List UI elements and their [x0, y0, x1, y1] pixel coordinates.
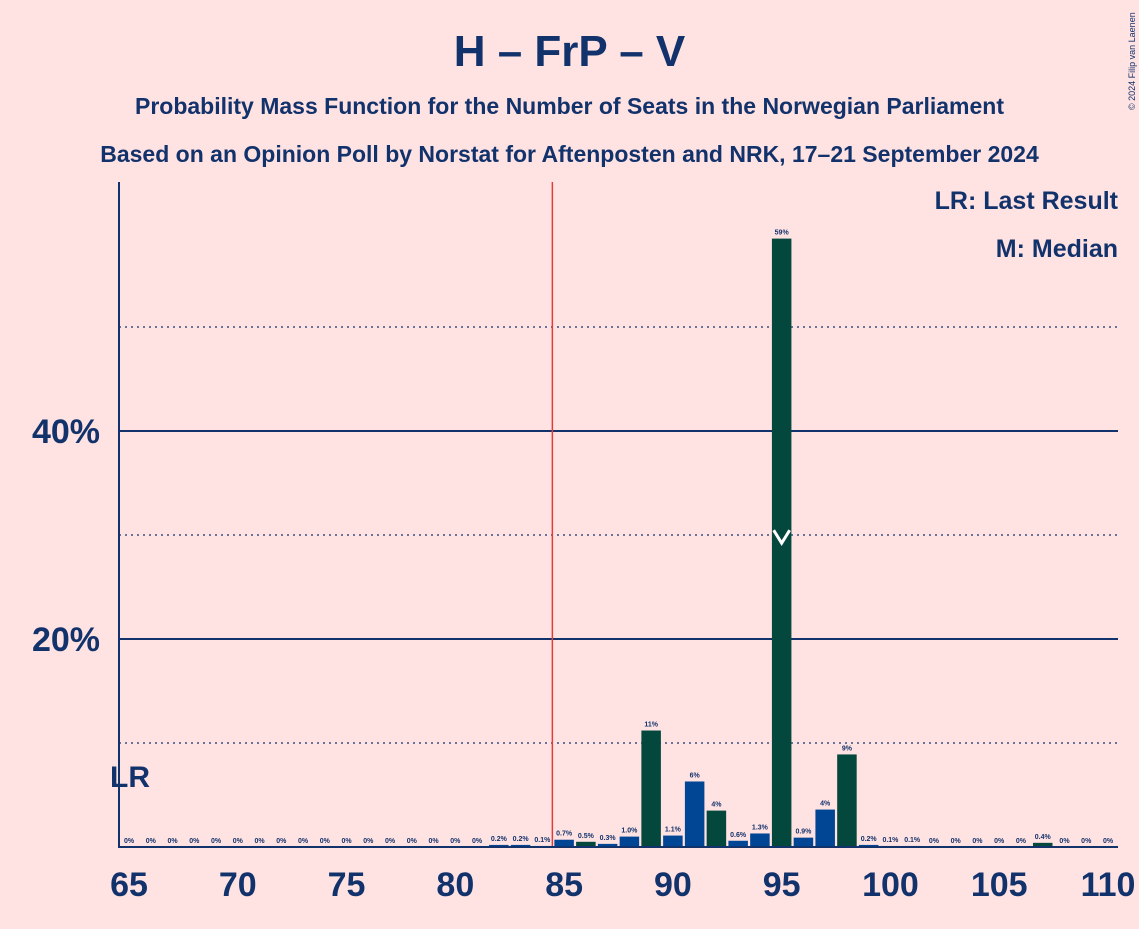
bar-value-label: 0% [276, 838, 287, 845]
bar-seat-82 [489, 844, 509, 847]
bar-value-label: 6% [690, 772, 701, 779]
bar-seat-91 [684, 781, 705, 847]
bar-seat-92 [706, 810, 727, 847]
chart-subtitle-2: Based on an Opinion Poll by Norstat for … [100, 141, 1039, 167]
bar-seat-107 [1032, 842, 1053, 847]
chart-subtitle-1: Probability Mass Function for the Number… [135, 93, 1004, 119]
bar-value-label: 0.1% [904, 837, 921, 844]
bar-seat-88 [619, 836, 640, 847]
y-tick-label: 20% [32, 621, 100, 659]
bar-value-label: 0% [1059, 838, 1070, 845]
bar-value-label: 0.6% [730, 832, 747, 839]
gridlines [119, 182, 1118, 847]
bar-value-label: 0% [167, 838, 178, 845]
y-tick-label: 40% [32, 413, 100, 451]
bar-value-label: 1.3% [752, 824, 769, 831]
x-tick-label: 80 [436, 866, 474, 904]
x-tick-label: 110 [1081, 866, 1136, 904]
x-tick-label: 75 [328, 866, 366, 904]
bar-value-label: 0% [341, 838, 352, 845]
bar-value-label: 0% [124, 838, 135, 845]
bar-seat-98 [837, 754, 857, 847]
bar-labels: 0% 0% 0% 0% 0% 0% 0% 0% 0% 0% 0% 0% 0% 0% 0% 0% 0% 0.2% 0.… [124, 230, 1114, 845]
bar-seat-96 [793, 837, 814, 847]
bar-value-label: 0.9% [795, 829, 812, 836]
x-tick-label: 105 [971, 866, 1028, 904]
bar-value-label: 4% [820, 801, 831, 808]
bar-value-label: 4% [711, 802, 722, 809]
axes: 20% 40% 65 70 75 80 85 90 95 100 105 110 [32, 182, 1135, 904]
x-tick-label: 85 [545, 866, 583, 904]
bar-value-label: 0.2% [491, 836, 508, 843]
bar-value-label: 9% [842, 745, 853, 752]
bar-value-label: 0% [972, 838, 983, 845]
bar-value-label: 0.1% [882, 837, 899, 844]
bar-value-label: 0% [951, 838, 962, 845]
last-result-label: LR [110, 761, 150, 794]
bar-value-label: 0.5% [578, 833, 595, 840]
bar-seat-90 [663, 835, 683, 847]
bar-value-label: 0% [320, 838, 331, 845]
bar-value-label: 0% [363, 838, 374, 845]
bar-value-label: 0.1% [534, 837, 551, 844]
bar-value-label: 0.4% [1035, 834, 1052, 841]
bar-value-label: 0.2% [513, 836, 530, 843]
bar-seat-89 [641, 730, 661, 847]
bar-seat-85 [554, 839, 574, 847]
bar-value-label: 0% [385, 838, 396, 845]
median-marker [772, 529, 791, 547]
bar-value-label: 0.7% [556, 831, 573, 838]
bar-value-label: 0% [1081, 838, 1092, 845]
x-tick-label: 65 [110, 866, 148, 904]
bar-seat-83 [510, 844, 531, 847]
bar-seat-94 [750, 833, 770, 847]
chart-title: H – FrP – V [454, 27, 686, 76]
bar-value-label: 0% [211, 838, 222, 845]
bar-seat-86 [576, 841, 596, 847]
x-tick-label: 95 [763, 866, 801, 904]
bar-value-label: 0% [450, 838, 461, 845]
bar-value-label: 0% [233, 838, 244, 845]
copyright-note: © 2024 Filip van Laenen [1127, 12, 1137, 110]
bar-value-label: 0% [429, 838, 440, 845]
bar-value-label: 11% [644, 722, 658, 729]
bar-value-label: 59% [775, 230, 790, 237]
legend-last-result: LR: Last Result [935, 187, 1119, 215]
bar-value-label: 0% [146, 838, 157, 845]
bar-value-label: 0% [254, 838, 265, 845]
bars [489, 238, 1053, 848]
bar-value-label: 0% [407, 838, 418, 845]
bar-value-label: 0% [1016, 838, 1027, 845]
bar-value-label: 0% [994, 838, 1005, 845]
bar-value-label: 0% [1103, 838, 1114, 845]
x-tick-label: 70 [219, 866, 257, 904]
bar-value-label: 1.1% [665, 827, 682, 834]
bar-value-label: 0% [298, 838, 309, 845]
bar-seat-97 [815, 809, 835, 847]
bar-value-label: 0% [929, 838, 940, 845]
x-tick-label: 100 [862, 866, 919, 904]
legend-median: M: Median [996, 235, 1118, 263]
x-tick-label: 90 [654, 866, 692, 904]
bar-value-label: 0% [472, 838, 483, 845]
bar-seat-99 [858, 844, 879, 847]
bar-value-label: 0.3% [600, 835, 617, 842]
bar-value-label: 1.0% [621, 828, 638, 835]
bar-value-label: 0% [189, 838, 200, 845]
bar-seat-87 [597, 843, 618, 847]
bar-value-label: 0.2% [861, 836, 878, 843]
bar-seat-93 [728, 840, 748, 847]
